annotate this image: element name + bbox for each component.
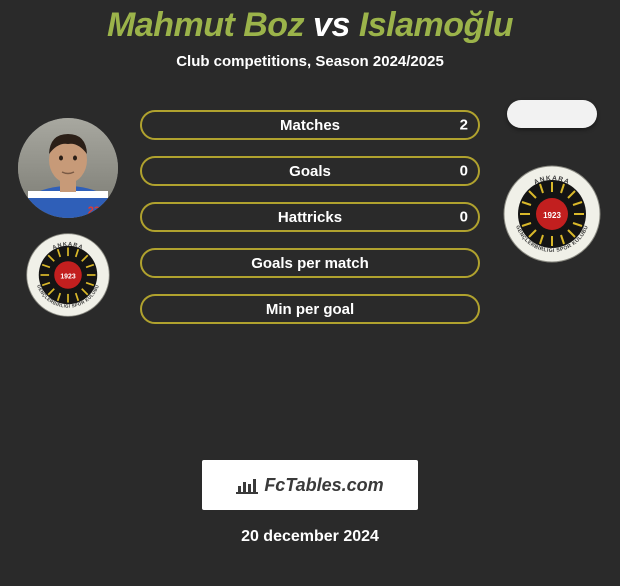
crest-year: 1923 <box>60 273 75 280</box>
right-column: 1923 ANKARA GENÇLERBİRLİĞİ SPOR KULÜBÜ <box>492 90 612 264</box>
stat-label: Min per goal <box>266 301 354 318</box>
title-player1: Mahmut Boz <box>107 6 304 44</box>
stat-label: Hattricks <box>278 209 342 226</box>
stat-row: Goals per match <box>140 248 480 278</box>
footer-date: 20 december 2024 <box>0 528 620 546</box>
left-column: 23 <box>8 90 128 318</box>
player2-club-crest: 1923 ANKARA GENÇLERBİRLİĞİ SPOR KULÜBÜ <box>502 164 602 264</box>
stat-row: Goals 0 <box>140 156 480 186</box>
comparison-content: 23 <box>0 90 620 430</box>
title-player2: Islamoğlu <box>359 6 513 44</box>
stat-value-right: 0 <box>460 163 468 180</box>
svg-text:23: 23 <box>88 205 100 217</box>
stat-row: Matches 2 <box>140 110 480 140</box>
subtitle: Club competitions, Season 2024/2025 <box>0 53 620 70</box>
player1-club-crest: 1923 ANKARA GENÇLERBİRLİĞİ SPOR KULÜBÜ <box>25 232 111 318</box>
footer-brand-badge: FcTables.com <box>202 460 418 510</box>
crest-svg: 1923 ANKARA GENÇLERBİRLİĞİ SPOR KULÜBÜ <box>502 164 602 264</box>
crest-year: 1923 <box>543 211 561 220</box>
stat-label: Matches <box>280 117 340 134</box>
crest-svg: 1923 ANKARA GENÇLERBİRLİĞİ SPOR KULÜBÜ <box>25 232 111 318</box>
stats-column: Matches 2 Goals 0 Hattricks 0 Goals per match M… <box>140 110 480 340</box>
page-title: Mahmut Boz vs Islamoğlu <box>0 6 620 45</box>
stat-row: Hattricks 0 <box>140 202 480 232</box>
stat-value-right: 0 <box>460 209 468 226</box>
footer-brand-text: FcTables.com <box>264 475 383 496</box>
player1-photo: 23 <box>18 118 118 218</box>
bar-chart-icon <box>236 476 258 494</box>
player2-photo-placeholder <box>507 100 597 128</box>
stat-label: Goals <box>289 163 331 180</box>
stat-label: Goals per match <box>251 255 369 272</box>
stat-row: Min per goal <box>140 294 480 324</box>
stat-value-right: 2 <box>460 117 468 134</box>
title-vs: vs <box>313 6 350 44</box>
player1-photo-svg: 23 <box>18 118 118 218</box>
